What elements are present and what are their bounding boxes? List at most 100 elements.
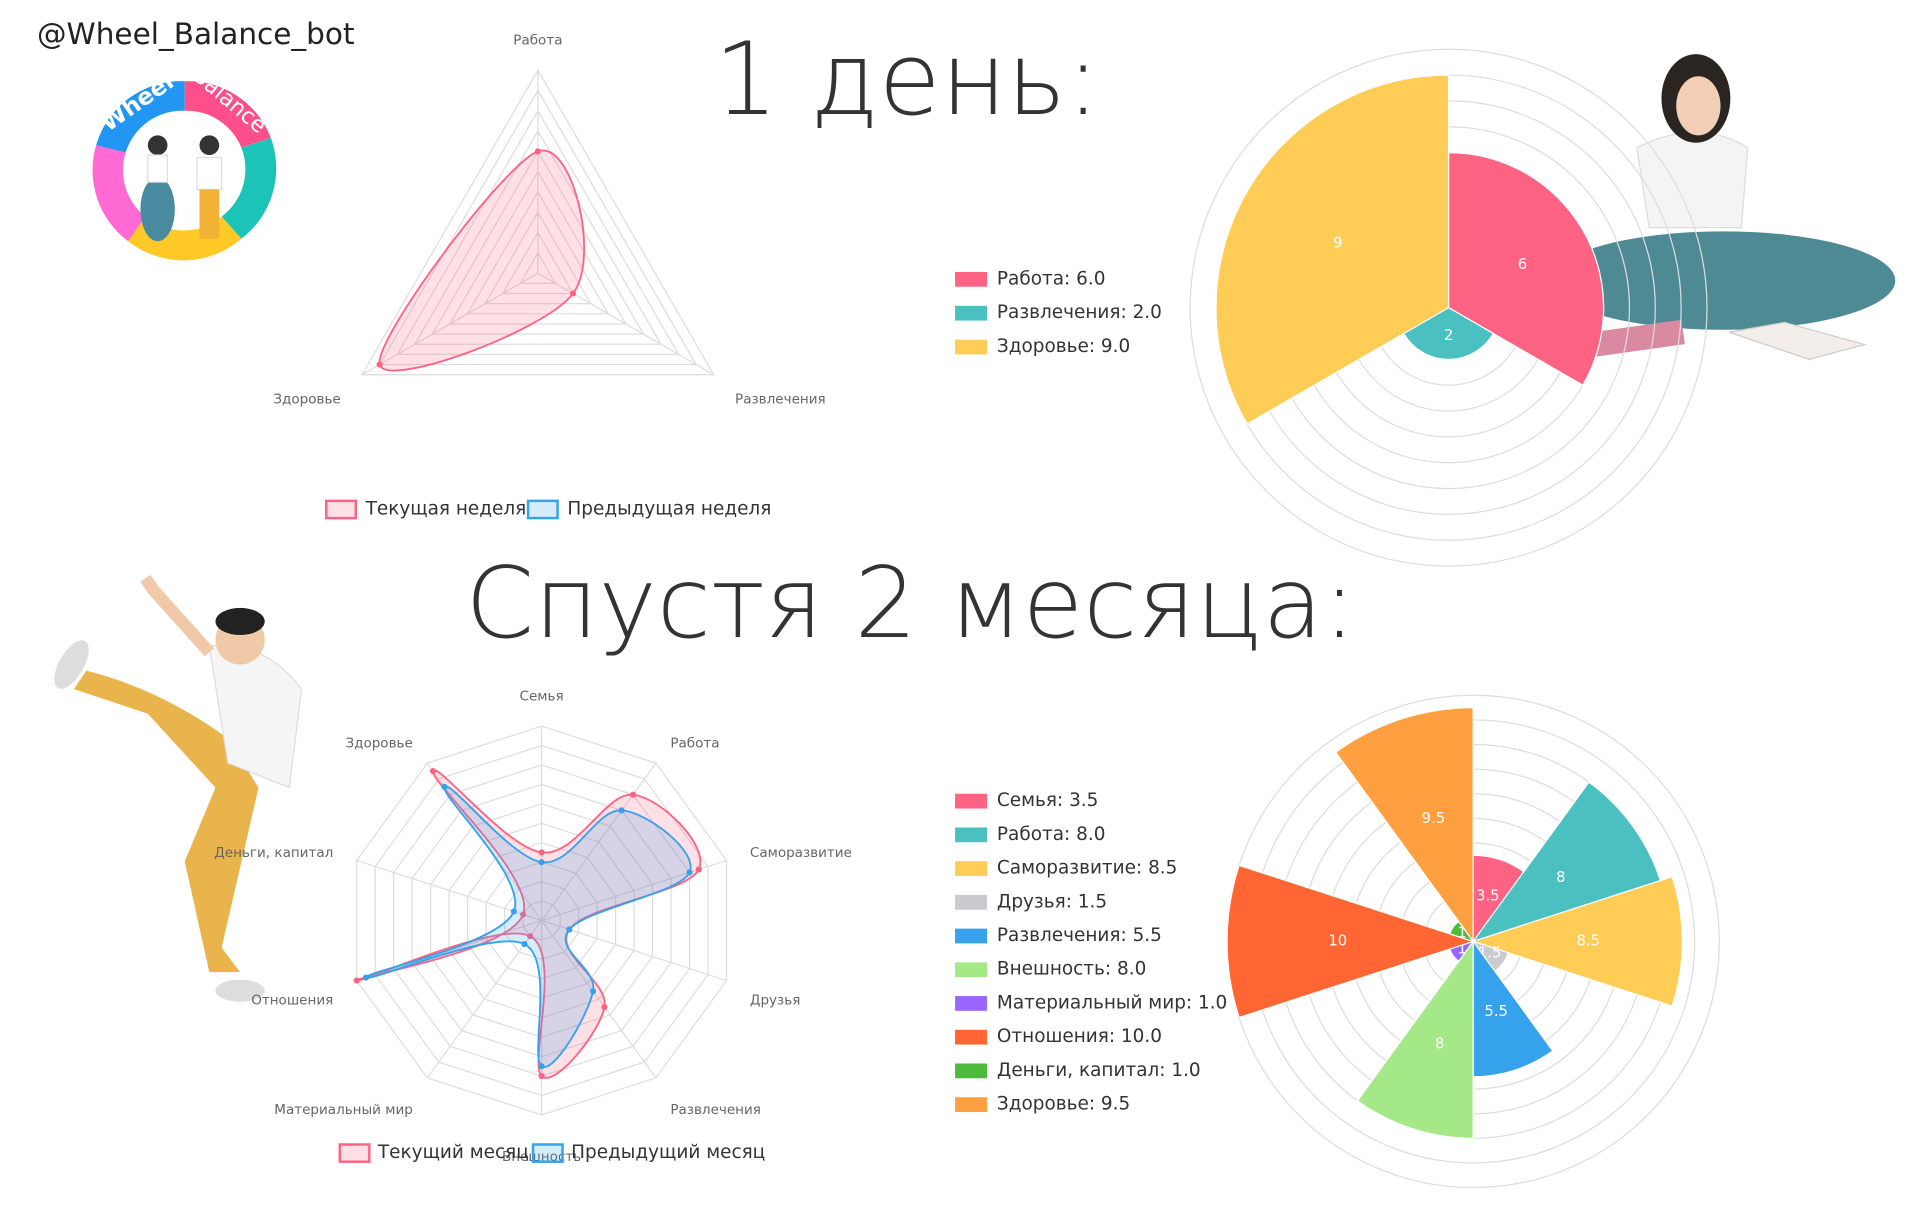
sector — [1447, 151, 1605, 387]
legend-swatch — [531, 1143, 564, 1163]
radar-area — [355, 769, 702, 1079]
sector — [1334, 706, 1474, 944]
radar-point — [441, 783, 448, 790]
spoke — [541, 920, 657, 1079]
legend-swatch — [955, 894, 988, 910]
legend-swatch — [955, 339, 988, 355]
radar-point — [376, 361, 383, 368]
grid-ring — [431, 150, 645, 335]
legend-swatch — [955, 996, 988, 1011]
sector — [1471, 781, 1662, 943]
legend-swatch — [955, 271, 988, 287]
axis-label: Отношения — [251, 992, 333, 1008]
axis-label: Работа — [513, 33, 562, 49]
axis-label: Саморазвитие — [750, 845, 852, 861]
legend-swatch — [955, 1029, 988, 1045]
radar-point — [362, 974, 369, 981]
spoke — [541, 919, 727, 982]
axis-label: Друзья — [750, 992, 800, 1008]
legend-label: Развлечения: 5.5 — [997, 925, 1162, 946]
legend-label: Текущий месяц — [377, 1142, 529, 1163]
data-label: 5.5 — [1484, 1003, 1507, 1020]
data-label: 9.5 — [1422, 810, 1445, 827]
axis-label: Здоровье — [345, 735, 412, 751]
axis-label: Семья — [520, 689, 564, 705]
legend-label: Здоровье: 9.0 — [997, 336, 1130, 357]
radar-point — [429, 767, 437, 775]
radar-point — [629, 791, 637, 798]
data-label: 8.5 — [1576, 932, 1599, 949]
legend-swatch — [338, 1143, 371, 1163]
data-label: 10 — [1328, 932, 1347, 949]
legend-label: Предыдущая неделя — [567, 498, 771, 519]
legend-label: Саморазвитие: 8.5 — [997, 858, 1177, 879]
spoke — [541, 762, 657, 921]
radar-point — [527, 933, 534, 940]
data-label: 3.5 — [1476, 887, 1499, 904]
sector — [1472, 939, 1554, 1078]
radar-point — [353, 977, 360, 984]
spoke — [537, 272, 715, 376]
illustration-boy — [54, 574, 303, 1002]
axis-label: Развлечения — [735, 391, 826, 407]
grid-ring — [378, 89, 698, 366]
radar-point — [589, 988, 597, 995]
legend-label: Деньги, капитал: 1.0 — [997, 1060, 1201, 1081]
radar-point — [538, 1072, 545, 1080]
axis-label: Материальный мир — [274, 1102, 413, 1118]
grid-ring — [448, 170, 627, 325]
spoke — [426, 920, 543, 1079]
radar-point — [566, 926, 573, 933]
sector — [1356, 939, 1474, 1139]
sector — [1471, 875, 1683, 1007]
radar-point — [534, 148, 541, 155]
logo: Wheel Balance — [92, 62, 277, 261]
legend-label: Внешность: 8.0 — [997, 959, 1146, 980]
radar-point — [521, 941, 528, 948]
spoke — [361, 272, 539, 376]
grid-ring — [396, 109, 680, 356]
radar-area — [378, 149, 586, 372]
legend-label: Предыдущий месяц — [571, 1142, 765, 1163]
legend-label: Развлечения: 2.0 — [997, 302, 1162, 323]
heading: Спустя 2 месяца: — [465, 547, 1356, 661]
legend-label: Работа: 6.0 — [997, 268, 1106, 289]
radar-point — [695, 866, 702, 873]
grid-ring — [501, 231, 575, 295]
legend-label: Текущая неделя — [365, 498, 527, 519]
data-label: 8 — [1556, 869, 1565, 886]
sector — [1402, 306, 1495, 360]
legend-swatch — [955, 305, 988, 321]
data-label: 1 — [1458, 924, 1467, 941]
grid-ring — [360, 68, 715, 376]
legend-swatch — [955, 861, 988, 876]
axis-label: Деньги, капитал — [214, 845, 333, 861]
legend-swatch — [955, 1063, 988, 1079]
radar-point — [538, 1063, 545, 1070]
grid-ring — [466, 190, 610, 315]
radar-point — [538, 849, 545, 856]
legend-swatch — [955, 827, 988, 843]
radar-point — [510, 908, 517, 915]
grid-ring — [413, 129, 663, 345]
legend-label: Семья: 3.5 — [997, 790, 1098, 811]
radar-point — [686, 869, 693, 876]
legend-label: Отношения: 10.0 — [997, 1026, 1162, 1047]
radar-point — [618, 807, 625, 814]
axis-label: Развлечения — [670, 1102, 761, 1118]
legend-swatch — [955, 793, 988, 809]
legend-label: Работа: 8.0 — [997, 824, 1106, 845]
data-label: 8 — [1435, 1035, 1444, 1052]
sector — [1215, 74, 1450, 425]
handle: @Wheel_Balance_bot — [37, 17, 355, 51]
legend-label: Друзья: 1.5 — [997, 891, 1107, 912]
axis-label: Здоровье — [273, 391, 340, 407]
legend-label: Материальный мир: 1.0 — [997, 992, 1227, 1013]
legend-label: Здоровье: 9.5 — [997, 1094, 1130, 1115]
illustration-girl — [1550, 54, 1896, 360]
grid-ring — [484, 211, 592, 305]
data-label: 6 — [1518, 256, 1527, 273]
legend-swatch — [955, 1097, 988, 1112]
